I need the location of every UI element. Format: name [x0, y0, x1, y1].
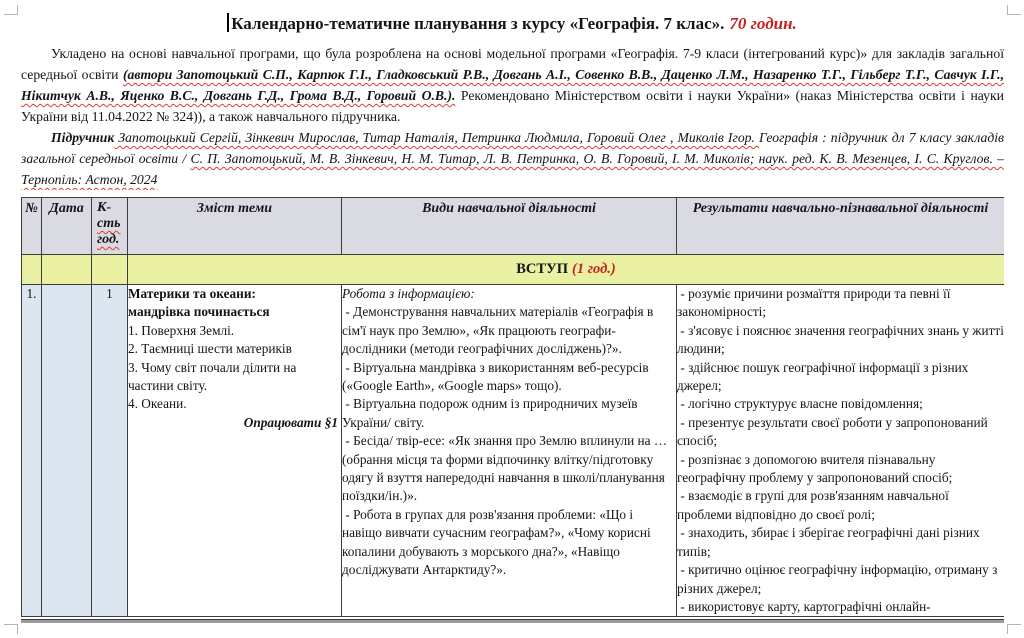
activities-heading: Робота з інформацією: [342, 286, 475, 301]
text-boundary-mark-bottom-right [1007, 624, 1021, 634]
text-line: - здійснює пошук географічної інформації… [677, 359, 972, 394]
topic-items: 1. Поверхня Землі. 2. Таємниці шести мате… [128, 322, 341, 414]
table-header-row: № Дата К-сть год. Зміст теми Види навчаль… [21, 197, 1004, 255]
text-line: - Демонстрування навчальних матеріалів «… [342, 304, 657, 357]
text-boundary-mark-bottom-left [4, 624, 18, 634]
text-line: мандрівка починається [128, 304, 270, 320]
text-line: - розпізнає з допомогою вчителя пізнавал… [677, 451, 953, 486]
col-header-results: Результати навчально-пізнавальної діяльн… [676, 197, 1004, 255]
topic-heading: Материки та океани: мандрівка починається [128, 286, 341, 322]
text-line: 3. Чому світ почали ділити на частини св… [128, 359, 300, 394]
row-results-cell: - розуміє причини розмаїття природи та п… [676, 283, 1004, 618]
text-line: - критично оцінює географічну інформацію… [677, 562, 1001, 596]
table-row: 1. 1 Материки та океани: мандрівка почина… [21, 283, 1004, 618]
section-date-cell [41, 254, 92, 285]
textbook-authors-segment: Запотоцький Сергій, Зінкевич Мирослав, Т… [114, 130, 760, 145]
col-header-topic: Зміст теми [127, 197, 342, 255]
topic-homework: Опрацювати §1 [243, 414, 338, 430]
row-hours-cell: 1 [91, 283, 128, 618]
col-header-hours-line1: К- [97, 200, 112, 215]
row-date-cell [41, 283, 92, 618]
textbook-paragraph: Підручник Запотоцький Сергій, Зінкевич М… [21, 127, 1004, 190]
section-num-cell [21, 254, 42, 285]
section-title-cell: ВСТУП (1 год.) [127, 254, 1004, 285]
planning-table: № Дата К-сть год. Зміст теми Види навчаль… [21, 197, 1004, 618]
results-items: - розуміє причини розмаїття природи та п… [677, 286, 1004, 616]
section-hours: (1 год.) [571, 261, 616, 277]
section-label: ВСТУП [516, 261, 568, 277]
text-line: - Віртуальна мандрівка з використанням в… [342, 359, 652, 394]
title-hours-text: 70 годин. [729, 14, 797, 33]
section-hours-cell [91, 254, 128, 285]
row-topic-cell: Материки та океани: мандрівка починається… [127, 283, 342, 618]
text-line: - використовує карту, картографічні онла… [677, 598, 931, 614]
col-header-date: Дата [41, 197, 92, 255]
text-line: 2. Таємниці шести материків [128, 341, 292, 357]
col-header-num: № [21, 197, 42, 255]
textbook-label: Підручник [51, 130, 115, 145]
text-cursor [227, 13, 230, 32]
intro-segment-1: Укладено на основі навчальної програми, … [21, 46, 1004, 82]
intro-paragraph: Укладено на основі навчальної програми, … [21, 43, 1004, 127]
page-break-line [21, 619, 1004, 623]
text-line: 1. Поверхня Землі. [128, 322, 235, 338]
title-text: Календарно-тематичне планування з курсу … [231, 14, 725, 33]
row-activities-cell: Робота з інформацією: - Демонстрування н… [341, 283, 677, 618]
intro-segment-2: Рекомендовано Міністерством освіти і нау… [21, 88, 1004, 124]
col-header-hours-line2: сть [97, 216, 121, 231]
col-header-hours: К-сть год. [91, 197, 128, 255]
text-line: 4. Океани. [128, 396, 187, 412]
textbook-credits-segment: С. П. Запотоцький, М. В. Зінкевич, Н. М.… [21, 151, 1004, 187]
row-num-cell: 1. [21, 283, 42, 618]
text-line: - презентує результати своєї роботи у за… [677, 414, 992, 449]
text-line: - взаємодіє в групі для розв'язанням нав… [677, 488, 953, 522]
text-line: - Віртуальна подорож одним із природничи… [342, 396, 641, 430]
text-line: - знаходить, збирає і зберігає географіч… [677, 525, 983, 559]
text-line: - Робота в групах для розв'язання пробле… [342, 506, 654, 578]
text-line: - з'ясовує і пояснює значення географічн… [677, 322, 1004, 357]
col-header-hours-line3: год. [97, 232, 120, 247]
col-header-activities: Види навчальної діяльності [341, 197, 677, 255]
text-line: Материки та океани: [128, 286, 256, 301]
text-line: - Бесіда/ твір-есе: «Як знання про Землю… [342, 433, 668, 449]
document-title: Календарно-тематичне планування з курсу … [0, 12, 1024, 35]
activities-items: - Демонстрування навчальних матеріалів «… [342, 303, 676, 579]
textbook-title-segment: Географія : підручник дл 7 класу закладі… [21, 130, 1004, 166]
intro-authors-segment: (автори Запотоцький С.П., Карпюк Г.І., Г… [21, 67, 1004, 103]
text-line: - логічно структурує власне повідомлення… [677, 396, 923, 412]
section-row: ВСТУП (1 год.) [21, 254, 1004, 285]
text-line: - розуміє причини розмаїття природи та п… [677, 286, 954, 320]
text-line: (обрання місця та форми відпочинку влітк… [342, 451, 669, 504]
planning-table-region: № Дата К-сть год. Зміст теми Види навчаль… [21, 197, 1004, 620]
text-boundary-mark-top-left [4, 5, 18, 15]
text-boundary-mark-top-right [1007, 5, 1021, 15]
